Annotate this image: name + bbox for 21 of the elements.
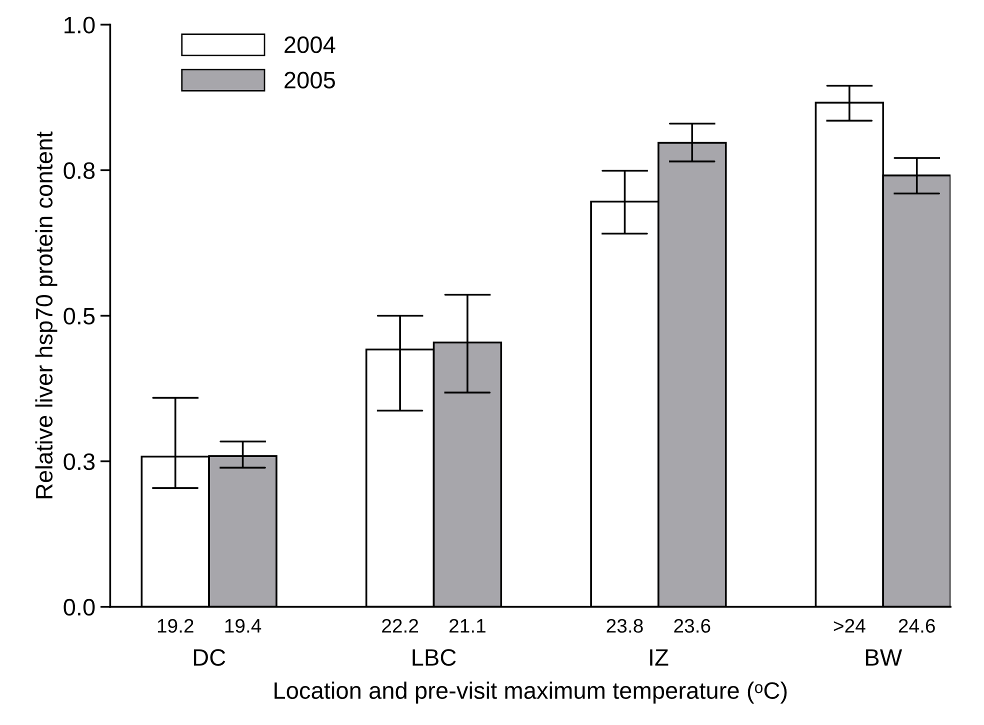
y-tick-label: 1.0 [64,16,95,34]
y-tick-label: 0.3 [64,453,95,470]
text: 23.8 [606,618,643,633]
y-tick-label: 0.8 [64,162,95,179]
text: 24.6 [898,618,935,633]
legend-label: 2004 [284,36,336,54]
x-tick-label: IZ [650,649,668,666]
y-tick-label: 0.5 [64,308,95,325]
x-axis-title: Location and pre-visit maximum temperature (ᵒC) [274,682,787,704]
text: 19.4 [225,618,262,633]
text: 22.2 [382,618,418,633]
x-tick-label: DC [194,649,226,666]
y-tick-label: 0.0 [64,598,95,616]
text: >24 [834,618,866,633]
y-axis-title: Relative liver hsp70 protein content [35,131,58,498]
text: 19.2 [158,618,194,633]
x-tick-label: BW [866,649,902,666]
text: 23.6 [674,618,710,633]
legend-label: 2005 [284,72,335,88]
text: 21.1 [450,618,486,633]
x-tick-label: LBC [412,649,456,666]
